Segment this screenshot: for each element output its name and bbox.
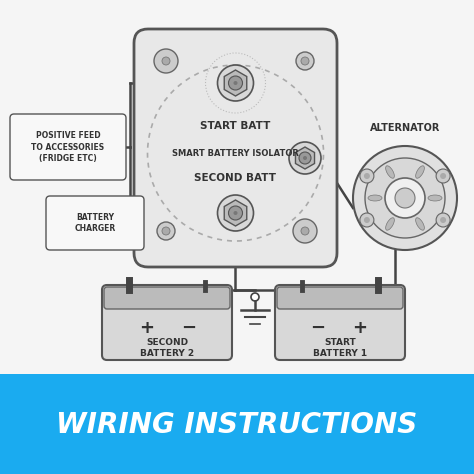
Text: −: −	[310, 319, 326, 337]
Circle shape	[440, 173, 446, 179]
Circle shape	[296, 52, 314, 70]
Circle shape	[228, 76, 243, 90]
Text: SECOND
BATTERY 2: SECOND BATTERY 2	[140, 338, 194, 358]
Circle shape	[360, 169, 374, 183]
Circle shape	[395, 188, 415, 208]
Text: POSITIVE FEED
TO ACCESSORIES
(FRIDGE ETC): POSITIVE FEED TO ACCESSORIES (FRIDGE ETC…	[31, 131, 105, 164]
Ellipse shape	[428, 195, 442, 201]
FancyBboxPatch shape	[277, 287, 403, 309]
Circle shape	[228, 206, 243, 220]
Circle shape	[360, 213, 374, 227]
Ellipse shape	[368, 195, 382, 201]
Circle shape	[301, 227, 309, 235]
Text: +: +	[353, 319, 367, 337]
FancyBboxPatch shape	[134, 29, 337, 267]
Circle shape	[218, 65, 254, 101]
Ellipse shape	[386, 166, 394, 178]
Circle shape	[234, 211, 237, 215]
Circle shape	[293, 219, 317, 243]
Circle shape	[234, 81, 237, 85]
Circle shape	[364, 173, 370, 179]
Text: SECOND BATT: SECOND BATT	[194, 173, 276, 183]
Text: SMART BATTERY ISOLATOR: SMART BATTERY ISOLATOR	[172, 148, 299, 157]
Circle shape	[154, 49, 178, 73]
Text: +: +	[139, 319, 155, 337]
Circle shape	[289, 142, 321, 174]
Text: −: −	[182, 319, 197, 337]
Text: WIRING INSTRUCTIONS: WIRING INSTRUCTIONS	[56, 411, 418, 439]
Ellipse shape	[416, 166, 424, 178]
FancyBboxPatch shape	[10, 114, 126, 180]
Polygon shape	[295, 147, 315, 169]
Circle shape	[353, 146, 457, 250]
FancyBboxPatch shape	[275, 285, 405, 360]
Circle shape	[385, 178, 425, 218]
Circle shape	[303, 156, 307, 160]
Polygon shape	[224, 200, 247, 226]
Circle shape	[157, 222, 175, 240]
Text: START
BATTERY 1: START BATTERY 1	[313, 338, 367, 358]
Circle shape	[299, 152, 311, 164]
Circle shape	[301, 57, 309, 65]
Text: BATTERY
CHARGER: BATTERY CHARGER	[74, 213, 116, 233]
Circle shape	[436, 213, 450, 227]
FancyBboxPatch shape	[46, 196, 144, 250]
FancyBboxPatch shape	[102, 285, 232, 360]
Text: ALTERNATOR: ALTERNATOR	[370, 123, 440, 133]
Circle shape	[251, 293, 259, 301]
Circle shape	[364, 217, 370, 223]
Circle shape	[440, 217, 446, 223]
Ellipse shape	[416, 218, 424, 230]
Circle shape	[436, 169, 450, 183]
Circle shape	[218, 195, 254, 231]
Text: START BATT: START BATT	[201, 121, 271, 131]
FancyBboxPatch shape	[0, 374, 474, 474]
Circle shape	[365, 158, 445, 238]
Circle shape	[162, 57, 170, 65]
Circle shape	[162, 227, 170, 235]
Polygon shape	[224, 70, 247, 96]
FancyBboxPatch shape	[104, 287, 230, 309]
Ellipse shape	[386, 218, 394, 230]
